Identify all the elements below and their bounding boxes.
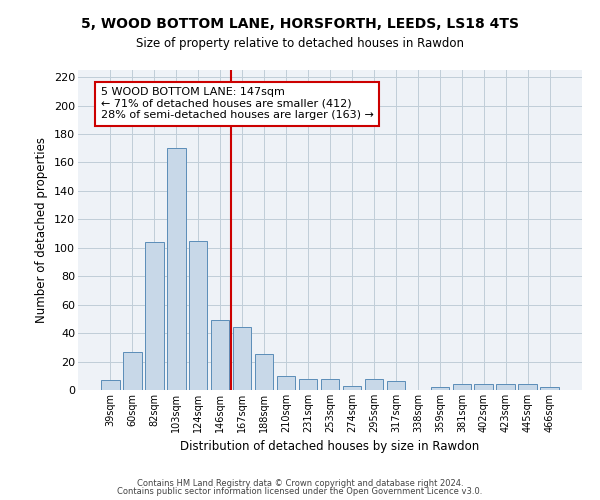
Bar (167, 148, 185, 390)
Bar (255, 354, 274, 390)
Text: Size of property relative to detached houses in Rawdon: Size of property relative to detached ho… (136, 38, 464, 51)
Bar (123, 352, 142, 390)
Bar (343, 386, 361, 390)
Text: 5 WOOD BOTTOM LANE: 147sqm
← 71% of detached houses are smaller (412)
28% of sem: 5 WOOD BOTTOM LANE: 147sqm ← 71% of deta… (101, 87, 374, 120)
Bar (277, 376, 295, 390)
Bar (475, 384, 493, 390)
Bar (320, 378, 340, 390)
Bar (452, 384, 471, 390)
Text: Contains HM Land Registry data © Crown copyright and database right 2024.: Contains HM Land Registry data © Crown c… (137, 478, 463, 488)
Text: 5, WOOD BOTTOM LANE, HORSFORTH, LEEDS, LS18 4TS: 5, WOOD BOTTOM LANE, HORSFORTH, LEEDS, L… (81, 18, 519, 32)
X-axis label: Distribution of detached houses by size in Rawdon: Distribution of detached houses by size … (181, 440, 479, 454)
Text: Contains public sector information licensed under the Open Government Licence v3: Contains public sector information licen… (118, 487, 482, 496)
Bar (518, 384, 537, 390)
Bar (145, 242, 164, 390)
Bar (299, 378, 317, 390)
Bar (211, 320, 229, 390)
Bar (431, 387, 449, 390)
Bar (386, 382, 405, 390)
Bar (189, 240, 208, 390)
Bar (541, 387, 559, 390)
Bar (496, 384, 515, 390)
Y-axis label: Number of detached properties: Number of detached properties (35, 137, 49, 323)
Bar (101, 380, 119, 390)
Bar (365, 378, 383, 390)
Bar (233, 328, 251, 390)
